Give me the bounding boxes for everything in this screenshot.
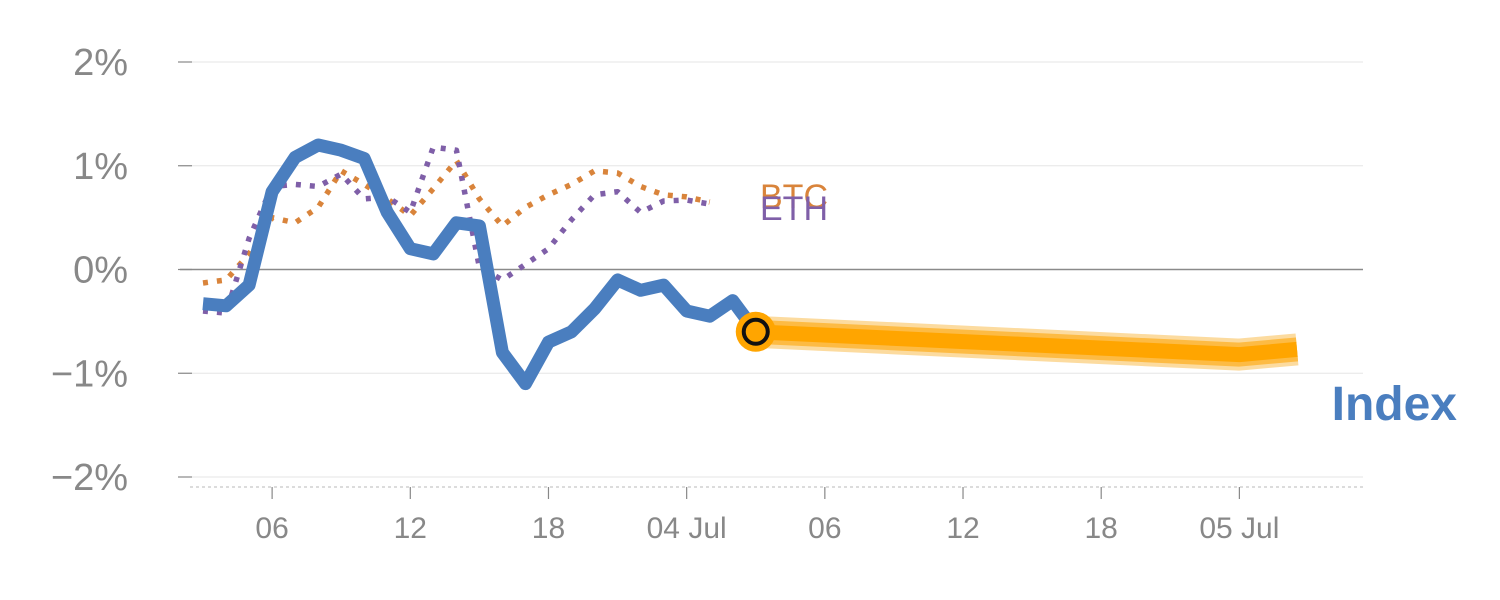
x-tick-label: 06 [808, 512, 841, 545]
projection-line [755, 324, 1298, 363]
y-tick-label: −2% [51, 457, 128, 499]
series-label-index: Index [1332, 378, 1458, 431]
x-tick-label: 18 [1085, 512, 1118, 545]
y-tick-label: 1% [73, 146, 128, 188]
y-tick-label: −1% [51, 353, 128, 395]
series-line-btc [202, 157, 711, 286]
series-label-btc: BTC [760, 178, 828, 216]
x-tick-label: 04 Jul [647, 512, 727, 545]
y-tick-label: 2% [73, 42, 128, 84]
x-tick-label: 05 Jul [1199, 512, 1279, 545]
x-tick-label: 12 [394, 512, 427, 545]
current-point-marker [741, 317, 770, 346]
y-tick-label: 0% [73, 250, 128, 292]
series-label-eth: ETH [760, 190, 828, 228]
x-tick-label: 12 [946, 512, 979, 545]
series-line-eth [202, 144, 711, 316]
x-tick-label: 06 [255, 512, 288, 545]
series-line-index [202, 138, 762, 391]
x-tick-label: 18 [532, 512, 565, 545]
